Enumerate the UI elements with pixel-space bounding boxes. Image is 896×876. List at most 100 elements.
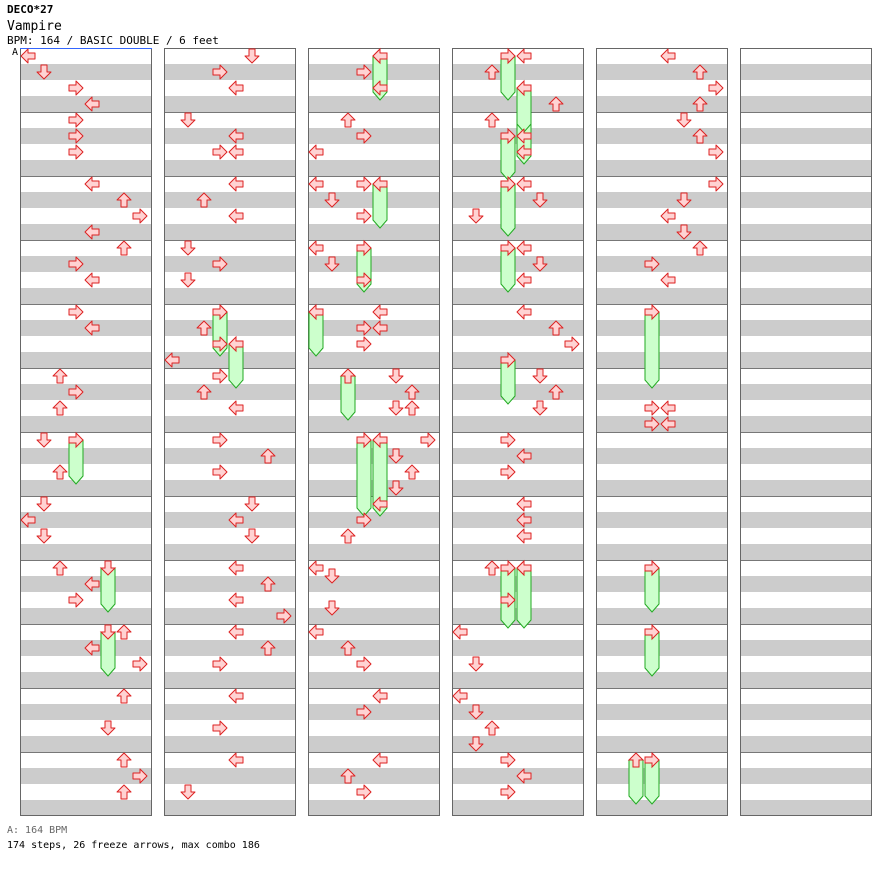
beat-band <box>452 160 584 176</box>
arrow-left-icon <box>372 752 388 768</box>
arrow-down-icon <box>676 224 692 240</box>
beat-band <box>20 768 152 784</box>
beat-band <box>308 160 440 176</box>
beat-band <box>740 96 872 112</box>
beat-band <box>308 96 440 112</box>
arrow-down-icon <box>676 112 692 128</box>
beat-band <box>20 448 152 464</box>
beat-band <box>164 192 296 208</box>
bpm-legend: A: 164 BPM <box>7 825 68 836</box>
freeze-arrow <box>308 303 324 357</box>
arrow-down-icon <box>388 448 404 464</box>
arrow-down-icon <box>180 240 196 256</box>
arrow-right-icon <box>356 320 372 336</box>
arrow-right-icon <box>212 304 228 320</box>
arrow-left-icon <box>516 528 532 544</box>
beat-band <box>308 736 440 752</box>
freeze-arrow <box>228 335 244 389</box>
column-frame <box>452 48 584 816</box>
arrow-right-icon <box>500 752 516 768</box>
arrow-right-icon <box>500 464 516 480</box>
freeze-arrow <box>500 351 516 405</box>
arrow-right-icon <box>708 176 724 192</box>
arrow-up-icon <box>548 320 564 336</box>
beat-band <box>164 480 296 496</box>
arrow-right-icon <box>356 784 372 800</box>
freeze-arrow <box>516 79 532 133</box>
arrow-up-icon <box>548 96 564 112</box>
arrow-right-icon <box>68 80 84 96</box>
arrow-left-icon <box>516 304 532 320</box>
beat-band <box>740 320 872 336</box>
beat-band <box>308 768 440 784</box>
arrow-right-icon <box>276 608 292 624</box>
beat-band <box>596 160 728 176</box>
arrow-up-icon <box>484 560 500 576</box>
freeze-head-up-icon <box>339 368 357 384</box>
beat-band <box>308 288 440 304</box>
beat-band <box>164 160 296 176</box>
arrow-right-icon <box>212 656 228 672</box>
beat-band <box>164 768 296 784</box>
beat-band <box>308 640 440 656</box>
arrow-right-icon <box>644 416 660 432</box>
arrow-up-icon <box>340 528 356 544</box>
beat-band <box>596 224 728 240</box>
beat-band <box>308 224 440 240</box>
arrow-down-icon <box>532 368 548 384</box>
arrow-right-icon <box>68 112 84 128</box>
arrow-down-icon <box>36 432 52 448</box>
beat-band <box>596 576 728 592</box>
arrow-left-icon <box>308 240 324 256</box>
beat-band <box>740 64 872 80</box>
freeze-head-right-icon <box>644 623 660 641</box>
beat-band <box>308 544 440 560</box>
arrow-down-icon <box>676 192 692 208</box>
arrow-down-icon <box>244 496 260 512</box>
arrow-up-icon <box>260 640 276 656</box>
freeze-arrow <box>500 127 516 181</box>
beat-band <box>164 320 296 336</box>
beat-band <box>308 384 440 400</box>
arrow-up-icon <box>52 560 68 576</box>
arrow-right-icon <box>132 768 148 784</box>
beat-band <box>740 704 872 720</box>
arrow-up-icon <box>116 192 132 208</box>
arrow-left-icon <box>84 576 100 592</box>
freeze-arrow <box>644 623 660 677</box>
arrow-right-icon <box>356 128 372 144</box>
freeze-arrow <box>644 751 660 805</box>
arrow-right-icon <box>500 784 516 800</box>
beat-band <box>308 128 440 144</box>
arrow-left-icon <box>164 352 180 368</box>
arrow-right-icon <box>132 656 148 672</box>
freeze-body <box>356 439 372 517</box>
arrow-down-icon <box>180 784 196 800</box>
arrow-left-icon <box>84 176 100 192</box>
chart-column <box>452 48 584 816</box>
arrow-up-icon <box>548 384 564 400</box>
arrow-left-icon <box>516 272 532 288</box>
arrow-up-icon <box>116 752 132 768</box>
freeze-head-right-icon <box>68 431 84 449</box>
arrow-left-icon <box>228 624 244 640</box>
arrow-left-icon <box>308 144 324 160</box>
beat-band <box>740 608 872 624</box>
beat-band <box>740 480 872 496</box>
arrow-right-icon <box>68 144 84 160</box>
beat-band <box>452 224 584 240</box>
beat-band <box>308 800 440 816</box>
beat-band <box>740 128 872 144</box>
beat-band <box>20 192 152 208</box>
arrow-left-icon <box>20 48 36 64</box>
beat-band <box>452 800 584 816</box>
beat-band <box>452 320 584 336</box>
arrow-right-icon <box>212 256 228 272</box>
beat-band <box>308 576 440 592</box>
freeze-head-down-icon <box>99 560 117 576</box>
arrow-left-icon <box>84 96 100 112</box>
beat-band <box>596 640 728 656</box>
beat-band <box>740 224 872 240</box>
arrow-left-icon <box>516 144 532 160</box>
